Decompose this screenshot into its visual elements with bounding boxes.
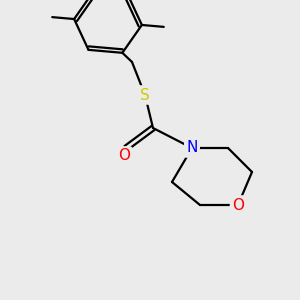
Text: S: S [140, 88, 150, 103]
Text: O: O [118, 148, 130, 164]
Text: O: O [232, 197, 244, 212]
Text: N: N [186, 140, 198, 155]
